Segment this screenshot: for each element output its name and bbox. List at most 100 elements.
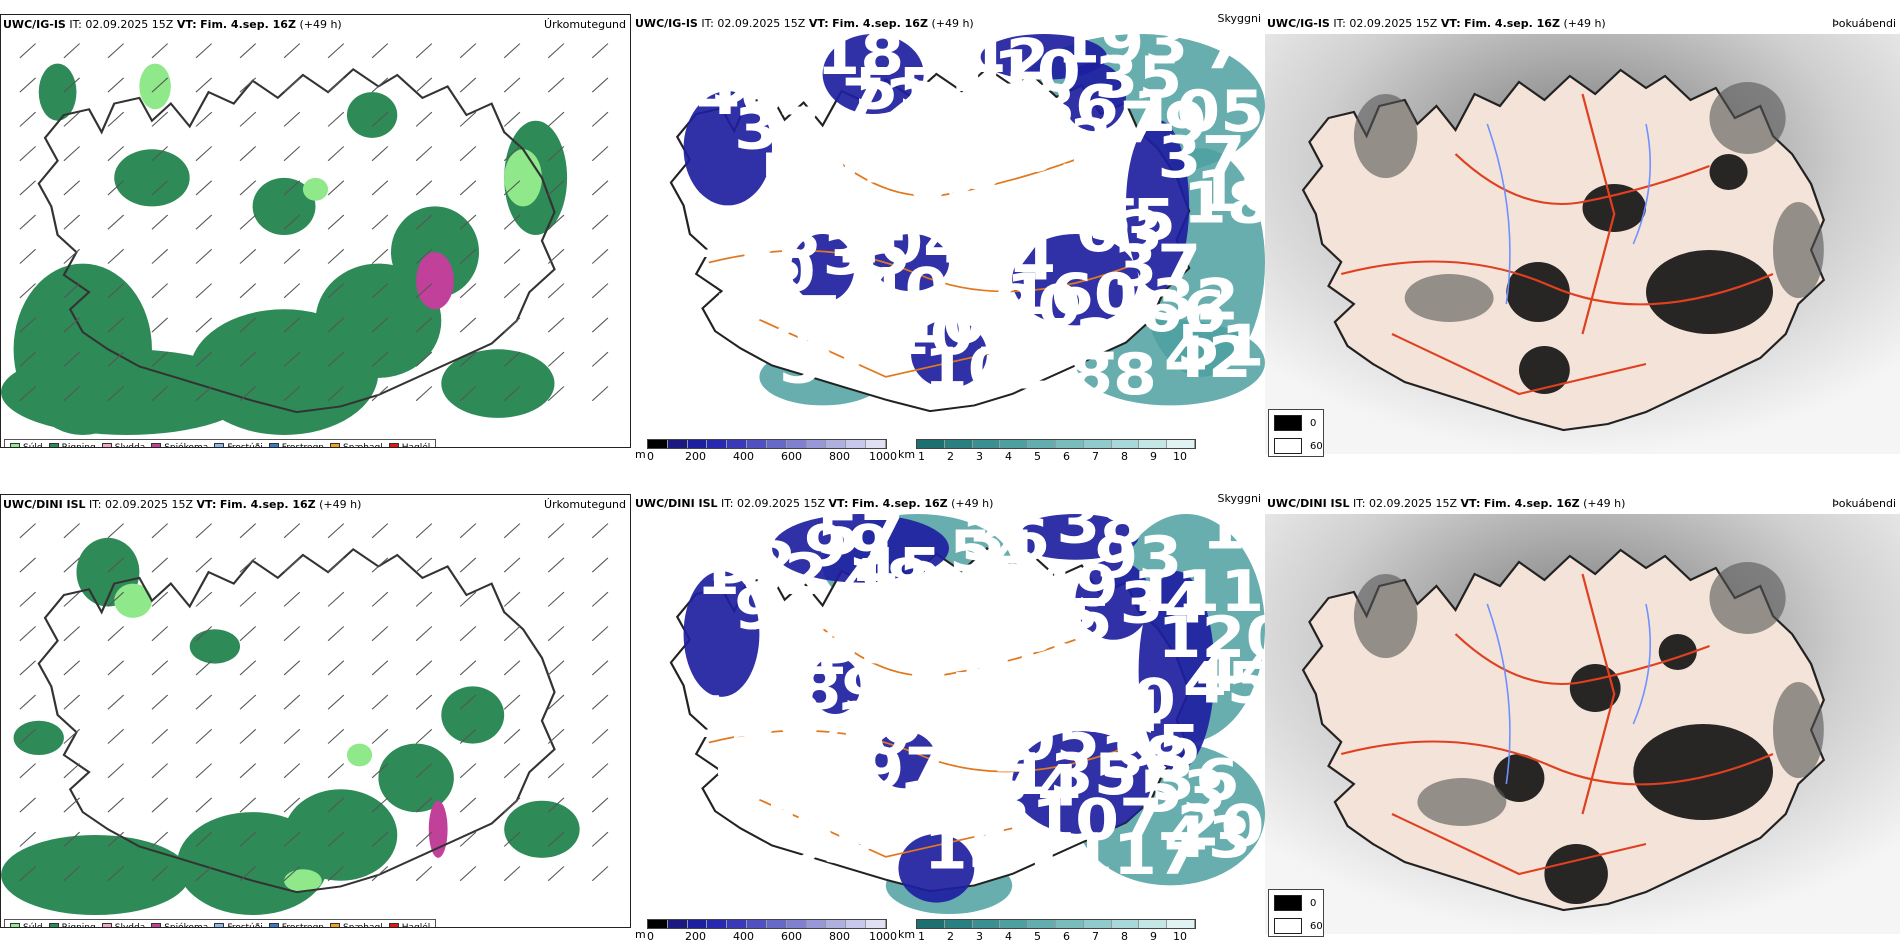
wind-barb [63, 694, 81, 710]
cloud-base-value: 54 [968, 228, 1056, 294]
wind-barb [415, 797, 433, 813]
it-label: IT: [69, 18, 82, 31]
wind-barb [195, 146, 213, 162]
cloud-base-value: 102 [696, 542, 828, 608]
fog-legend-row: 0 [1274, 895, 1316, 911]
wind-barb [107, 214, 125, 230]
legend-label: Haglél [401, 922, 431, 928]
wind-barb [371, 591, 389, 607]
low-cloud-base-area [772, 514, 949, 583]
wind-barb [151, 180, 169, 196]
wind-barb [107, 728, 125, 744]
wind-barb [415, 283, 433, 299]
cloud-base-value: 189 [1183, 170, 1265, 236]
wind-barb [327, 77, 345, 93]
wind-barb [327, 248, 345, 264]
legend-item: Snjókoma [151, 442, 208, 447]
wind-barb [591, 797, 609, 813]
wind-barb [63, 591, 81, 607]
wind-barb [63, 831, 81, 847]
legend-swatch [268, 922, 279, 927]
wind-barb [283, 351, 301, 367]
wind-barb [591, 523, 609, 539]
cloud-base-value: 42 [962, 34, 1050, 94]
wind-barb [63, 866, 81, 882]
wind-barb [195, 660, 213, 676]
low-cloud-base-area [1012, 731, 1152, 834]
visibility-title: Skyggni [1217, 14, 1261, 25]
cloud-base-value: 52 [709, 530, 797, 596]
wind-barb [415, 557, 433, 573]
colorbar-tick: 1 [918, 930, 925, 943]
wind-barb [415, 386, 433, 402]
wind-barb [107, 386, 125, 402]
cloud-base-value: 34 [1120, 570, 1208, 636]
fog-legend-label: 60 [1310, 440, 1323, 452]
wind-barb [547, 694, 565, 710]
cloud-base-value: 42 [1164, 325, 1252, 391]
cloud-base-value: 40 [861, 256, 949, 322]
rain-area [504, 800, 580, 858]
wind-barb [415, 523, 433, 539]
wind-barb [195, 386, 213, 402]
wind-barb [283, 248, 301, 264]
fog-indicator-title: Þokuábendi [1832, 17, 1896, 30]
lead-time: (+49 h) [299, 18, 342, 31]
wind-barb [195, 180, 213, 196]
cloud-base-value: 40 [823, 702, 911, 768]
wind-barb [63, 351, 81, 367]
low-cloud-base-area [1125, 119, 1190, 292]
snow-area [416, 252, 454, 310]
colorbar-step [1139, 920, 1168, 928]
wind-barb [63, 111, 81, 127]
wind-barb [195, 866, 213, 882]
precip-type-panel: UWC/IG-IS IT: 02.09.2025 15Z VT: Fim. 4.… [0, 14, 631, 448]
colorbar-step [944, 440, 973, 448]
legend-swatch [214, 922, 225, 927]
wind-barb [151, 626, 169, 642]
wind-barb [415, 351, 433, 367]
wind-barb [459, 77, 477, 93]
valid-time: Fim. 4.sep. 16Z [851, 497, 948, 510]
wind-barb [107, 523, 125, 539]
cloud-base-value: 45 [1183, 650, 1265, 716]
cloud-base-value: 50 [759, 142, 847, 208]
wind-barb [547, 351, 565, 367]
colorbar-step [1083, 440, 1112, 448]
low-cloud-base-area [980, 34, 1107, 80]
wind-barb [107, 317, 125, 333]
wind-barb [107, 763, 125, 779]
colorbar-tick: 400 [733, 930, 754, 943]
colorbar-tick: 5 [1034, 450, 1041, 463]
fog-legend-row: 60 [1274, 918, 1323, 934]
wind-barb [63, 283, 81, 299]
cloud-base-value: 47 [879, 102, 967, 168]
colorbar-step [846, 920, 867, 928]
legend-swatch [388, 442, 399, 447]
cloud-base-value: 89 [797, 656, 885, 722]
wind-barb [107, 831, 125, 847]
cloud-base-colorbar: m 0 200 400 600 800 1000 [635, 919, 897, 943]
init-time: 02.09.2025 15Z [1349, 17, 1438, 30]
cloud-base-value: 123 [898, 770, 1030, 836]
low-cloud-base-area [873, 731, 937, 789]
model-name: UWC/DINI ISL [1267, 497, 1350, 510]
wind-barb [327, 728, 345, 744]
cloud-base-value: 105 [968, 708, 1100, 774]
wind-barb [415, 77, 433, 93]
cloud-base-value: 58 [684, 514, 772, 551]
wind-barb [327, 557, 345, 573]
high-fog-index-area [1582, 184, 1646, 232]
wind-barb [371, 180, 389, 196]
wind-barb [195, 763, 213, 779]
cloud-base-value: 105 [753, 765, 885, 831]
wind-barb [415, 43, 433, 59]
legend-swatch [48, 442, 59, 447]
legend-label: Haglél [401, 442, 431, 448]
medium-fog-index-area [1773, 682, 1824, 778]
wind-barb [591, 763, 609, 779]
drizzle-area [139, 63, 171, 110]
wind-barb [503, 797, 521, 813]
wind-barb [503, 728, 521, 744]
wind-barb [239, 797, 257, 813]
